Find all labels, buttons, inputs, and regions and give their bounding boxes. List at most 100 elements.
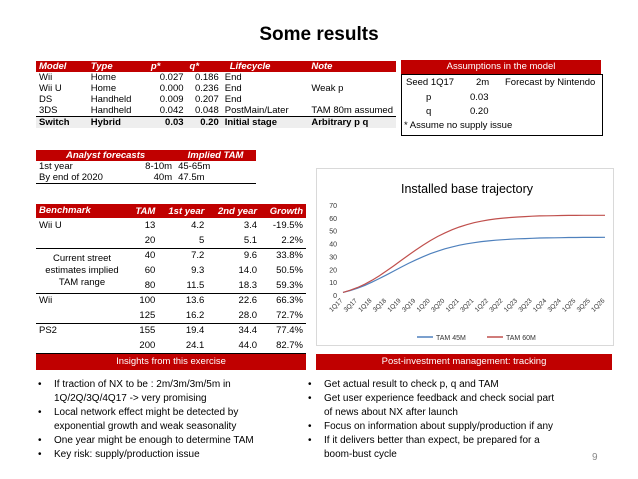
table-row: DS Handheld 0.009 0.207 End bbox=[36, 94, 396, 105]
bullet-text: One year might be enough to determine TA… bbox=[54, 435, 254, 446]
cell: -19.5% bbox=[272, 220, 303, 231]
tracking-item: Get user experience feedback and check s… bbox=[306, 392, 606, 420]
y-tick-label: 10 bbox=[329, 280, 337, 287]
y-tick-label: 20 bbox=[329, 267, 337, 274]
cell: Wii bbox=[39, 72, 53, 83]
insight-item: If traction of NX to be : 2m/3m/3m/5m in… bbox=[36, 378, 311, 406]
cell: Wii bbox=[39, 295, 53, 307]
q-label: q bbox=[426, 106, 432, 117]
cell: 0.048 bbox=[194, 105, 219, 116]
cell: 0.042 bbox=[159, 105, 184, 116]
x-tick-label: 1Q17 bbox=[328, 297, 344, 313]
x-tick-label: 1Q21 bbox=[445, 297, 461, 313]
col-q: q* bbox=[189, 61, 200, 72]
chart-title: Installed base trajectory bbox=[401, 182, 534, 196]
bullet-text: If traction of NX to be : 2m/3m/3m/5m in bbox=[54, 379, 231, 390]
cell: 16.2 bbox=[185, 309, 205, 321]
x-tick-label: 3Q18 bbox=[372, 297, 388, 313]
cell: 66.3% bbox=[276, 295, 303, 307]
cell: 200 bbox=[139, 339, 156, 351]
bullet-text: Focus on information about supply/produc… bbox=[324, 421, 554, 432]
cell: 4.2 bbox=[191, 220, 205, 231]
cell: PS2 bbox=[39, 325, 57, 337]
series-line bbox=[342, 214, 605, 293]
cell: 5 bbox=[199, 234, 205, 246]
x-tick-label: 3Q20 bbox=[430, 297, 446, 313]
cell: 59.3% bbox=[276, 279, 303, 291]
legend-label: TAM 60M bbox=[506, 335, 536, 342]
p-label: p bbox=[426, 92, 432, 103]
col-second-year: 2nd year bbox=[217, 205, 258, 217]
slide-title: Some results bbox=[259, 24, 379, 45]
cell bbox=[36, 233, 128, 248]
bullet-text: Local network effect might be detected b… bbox=[54, 407, 239, 418]
cell: 34.4 bbox=[238, 325, 258, 337]
y-tick-label: 0 bbox=[333, 293, 337, 300]
col-growth: Growth bbox=[269, 205, 303, 217]
assumptions-footnote: * Assume no supply issue bbox=[404, 120, 513, 131]
x-tick-label: 3Q23 bbox=[517, 297, 533, 313]
cell: 0.20 bbox=[200, 117, 219, 128]
table-row: Wii U Home 0.000 0.236 End Weak p bbox=[36, 83, 396, 94]
cell: Home bbox=[90, 72, 117, 83]
cell: Wii U bbox=[39, 220, 62, 231]
cell: 0.207 bbox=[194, 94, 219, 105]
tracking-item: Focus on information about supply/produc… bbox=[306, 420, 606, 434]
col-first-year: 1st year bbox=[168, 205, 205, 217]
x-tick-label: 3Q21 bbox=[459, 297, 475, 313]
col-type: Type bbox=[90, 61, 113, 72]
cell: Weak p bbox=[311, 83, 344, 94]
analyst-header-left: Analyst forecasts bbox=[65, 150, 146, 161]
cell: 18.3 bbox=[238, 279, 258, 291]
q-value: 0.20 bbox=[470, 106, 489, 117]
col-p: p* bbox=[150, 61, 161, 72]
cell: Hybrid bbox=[90, 117, 121, 128]
table-row: Wii Home 0.027 0.186 End bbox=[36, 72, 396, 83]
cell: 13.6 bbox=[185, 295, 205, 307]
seed-value: 2m bbox=[476, 77, 490, 88]
cell: 0.236 bbox=[194, 83, 219, 94]
table-row: 80 11.5 18.3 59.3% bbox=[36, 278, 306, 293]
cell: 50.5% bbox=[276, 265, 303, 276]
cell: 45-65m bbox=[178, 161, 211, 172]
current-label-line: Current street bbox=[52, 252, 112, 264]
tracking-item: Get actual result to check p, q and TAM bbox=[306, 378, 606, 392]
col-model: Model bbox=[39, 61, 67, 72]
cell: 125 bbox=[139, 309, 156, 321]
x-tick-label: 3Q22 bbox=[488, 297, 504, 313]
bullet-text: Get actual result to check p, q and TAM bbox=[324, 379, 499, 390]
current-estimates-label: Current street estimates implied TAM ran… bbox=[36, 248, 128, 293]
legend-label: TAM 45M bbox=[436, 335, 466, 342]
y-axis: 0 10 20 30 40 50 60 70 bbox=[329, 203, 337, 300]
cell: End bbox=[224, 72, 242, 83]
cell: 155 bbox=[139, 325, 156, 337]
cell bbox=[308, 72, 396, 83]
x-tick-label: 1Q25 bbox=[561, 297, 577, 313]
assumptions-header: Assumptions in the model bbox=[401, 60, 601, 74]
bullet-text: 1Q/2Q/3Q/4Q17 -> very promising bbox=[54, 393, 207, 404]
chart-legend: TAM 45M TAM 60M bbox=[417, 335, 536, 342]
y-tick-label: 40 bbox=[329, 242, 337, 249]
cell: PostMain/Later bbox=[224, 105, 289, 116]
model-table-header: Model Type p* q* Lifecycle Note bbox=[36, 61, 396, 72]
cell: End bbox=[224, 94, 242, 105]
cell: Home bbox=[90, 83, 117, 94]
cell bbox=[308, 94, 396, 105]
cell: 80 bbox=[144, 279, 156, 291]
seed-note: Forecast by Nintendo bbox=[505, 77, 596, 88]
cell: 8-10m bbox=[145, 161, 173, 172]
x-tick-label: 1Q20 bbox=[416, 297, 432, 313]
table-row: By end of 2020 40m 47.5m bbox=[36, 172, 256, 184]
analyst-table: Analyst forecasts Implied TAM 1st year 8-… bbox=[36, 150, 256, 184]
cell: 3DS bbox=[39, 105, 58, 116]
table-row: Wii U 13 4.2 3.4 -19.5% bbox=[36, 218, 306, 233]
y-tick-label: 50 bbox=[329, 229, 337, 236]
cell: 24.1 bbox=[185, 339, 205, 351]
x-tick-label: 1Q22 bbox=[474, 297, 490, 313]
x-axis: 1Q173Q171Q183Q181Q193Q191Q203Q201Q213Q21… bbox=[328, 297, 606, 313]
insights-list: If traction of NX to be : 2m/3m/3m/5m in… bbox=[36, 378, 311, 462]
cell: 13 bbox=[144, 220, 156, 231]
table-row: PS2 155 19.4 34.4 77.4% bbox=[36, 323, 306, 338]
cell: 9.6 bbox=[243, 250, 258, 262]
table-row: 3DS Handheld 0.042 0.048 PostMain/Later TAM 8… bbox=[36, 105, 396, 117]
